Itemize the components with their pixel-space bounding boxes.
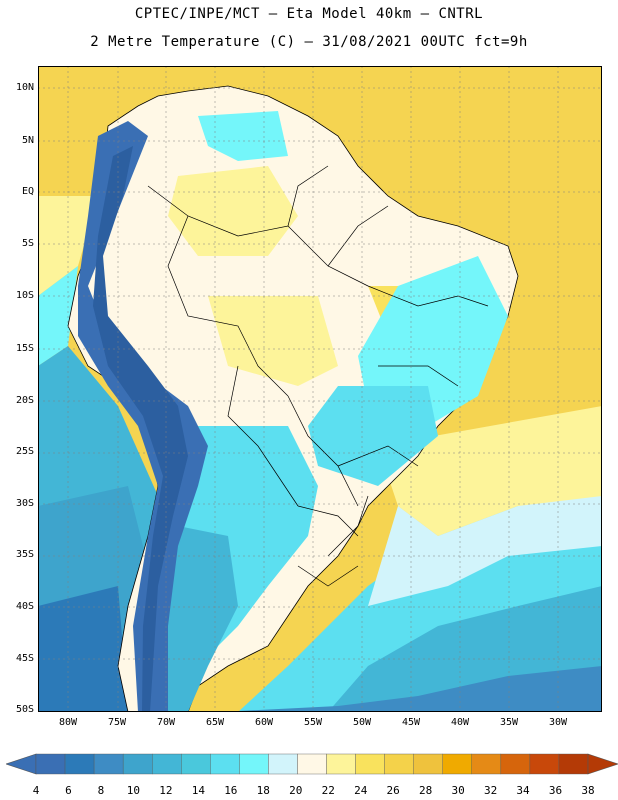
lat-label-25s: 25S [15,446,34,457]
map-frame-border [38,66,602,712]
colorbar-label: 22 [321,784,335,797]
lat-label-eq: EQ [21,186,34,197]
lat-label-45s: 45S [15,653,34,664]
colorbar-label: 14 [191,784,205,797]
lon-label-70w: 70W [156,717,176,728]
colorbar-swatch [181,753,211,775]
colorbar-swatch [529,753,560,775]
colorbar-label: 16 [224,784,238,797]
ocean-band-coldest-south [218,666,602,712]
colorbar-label: 34 [516,784,530,797]
colorbar-swatch [413,753,443,775]
colorbar-label: 28 [419,784,433,797]
east-brazil-cool [358,256,508,426]
guiana-cool-patch [198,111,288,161]
lat-label-50s: 50S [15,704,34,715]
interior-warm-patch-central [208,296,338,386]
lon-label-60w: 60W [254,717,274,728]
lat-label-35s: 35S [15,549,34,560]
colorbar-swatch [471,753,502,775]
colorbar-swatch [64,753,95,775]
lon-label-75w: 75W [107,717,127,728]
colorbar-label: 4 [32,784,40,797]
lat-label-20s: 20S [15,395,34,406]
lat-label-10s: 10S [15,290,34,301]
colorbar-swatch [35,753,66,775]
chart-title-line-1: CPTEC/INPE/MCT – Eta Model 40km – CNTRL [134,6,484,22]
colorbar-swatch [355,753,385,775]
lon-label-40w: 40W [450,717,470,728]
ocean-band-light-atlantic [368,496,602,606]
colorbar-label: 30 [451,784,465,797]
colorbar-label: 36 [548,784,563,797]
lon-label-35w: 35W [499,717,519,728]
colorbar-swatch [558,753,589,775]
colorbar-label: 6 [65,784,72,797]
lat-lon-grid [38,66,602,712]
colorbar-label: 20 [289,784,303,797]
interior-warm-patch-north [168,166,298,256]
colorbar-label: 24 [354,784,368,797]
pacific-band-coldest [38,586,128,712]
colorbar-label: 18 [256,784,270,797]
lat-label-10n: 10N [15,82,34,93]
colorbar-label: 10 [126,784,141,797]
chart-title-line-2: 2 Metre Temperature (C) – 31/08/2021 00U… [90,34,528,50]
colorbar-swatch [297,753,327,775]
colorbar-swatch [326,753,356,775]
colorbar-label: 26 [386,784,400,797]
colorbar-low-arrow [6,753,37,775]
ocean-band-colder-south [38,586,602,712]
lon-label-45w: 45W [401,717,421,728]
andes-cold-core [93,146,188,712]
lon-label-65w: 65W [205,717,225,728]
colorbar-swatch [210,753,240,775]
lon-label-55w: 55W [303,717,323,728]
lon-label-50w: 50W [352,717,372,728]
colorbar-swatch [239,753,269,775]
southeast-cool [308,386,438,486]
lat-label-15s: 15S [15,343,34,354]
colorbar-label: 38 [581,784,595,797]
andes-cold-belt [78,121,208,712]
colorbar-swatch [442,753,472,775]
colorbar-swatch [122,753,153,775]
temperature-map [38,66,602,712]
lon-label-30w: 30W [548,717,568,728]
temperature-colorbar [6,753,618,775]
colorbar-swatch [268,753,298,775]
colorbar-swatch [500,753,531,775]
lon-label-80w: 80W [58,717,78,728]
colorbar-label: 32 [483,784,498,797]
colorbar-high-arrow [587,753,618,775]
colorbar-swatch [152,753,182,775]
lat-label-40s: 40S [15,601,34,612]
lat-label-5s: 5S [21,238,34,249]
colorbar-label: 8 [97,784,105,797]
colorbar-label: 12 [159,784,173,797]
lat-label-5n: 5N [21,135,34,146]
colorbar-swatch [384,753,414,775]
colorbar-swatch [93,753,124,775]
lat-label-30s: 30S [15,498,34,509]
country-borders [147,165,489,587]
